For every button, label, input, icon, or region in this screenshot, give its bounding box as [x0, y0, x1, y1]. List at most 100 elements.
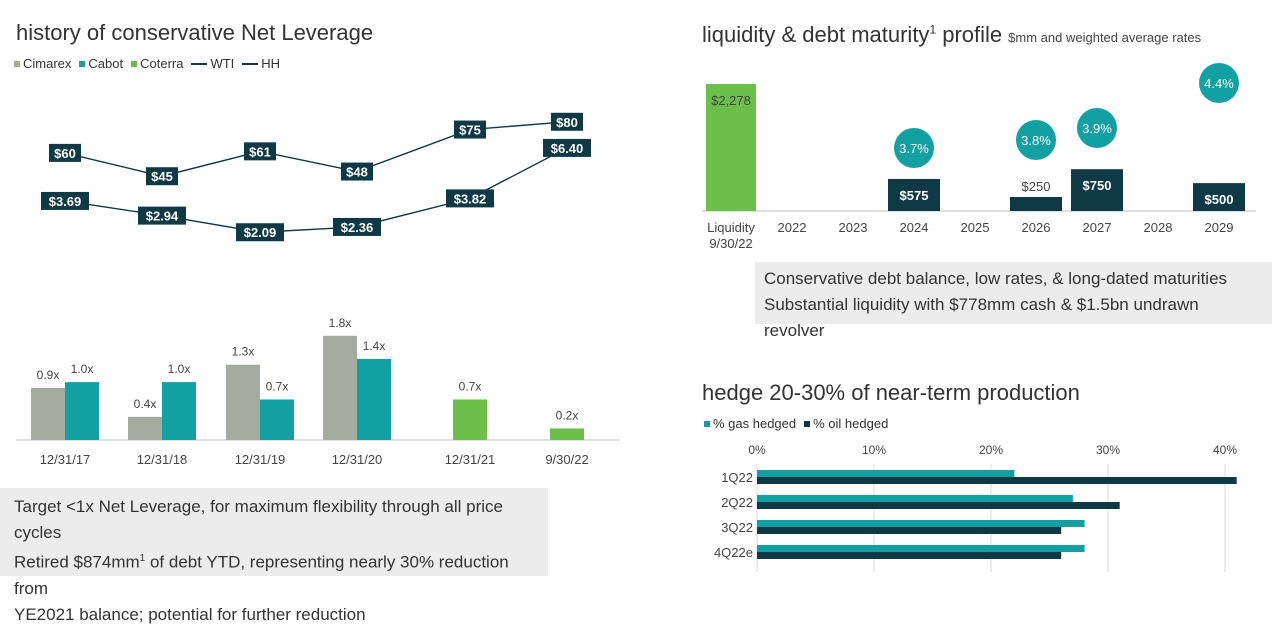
bar [706, 84, 756, 211]
bar [323, 335, 357, 440]
data-label: $60 [54, 146, 76, 161]
rate-label: 3.8% [1021, 133, 1051, 148]
legend-item: Cabot [79, 56, 123, 71]
x-tick-label: 12/31/21 [445, 452, 496, 467]
bar-value-label: $2,278 [711, 93, 751, 108]
bar [757, 470, 1015, 477]
bar-value-label: 1.0x [168, 362, 191, 376]
right-top-note-line-1: Conservative debt balance, low rates, & … [764, 269, 1228, 288]
legend-item: HH [242, 56, 280, 71]
bar [757, 520, 1085, 527]
legend-label: % oil hedged [813, 416, 889, 431]
legend-label: WTI [210, 56, 235, 71]
data-label-box [543, 138, 591, 157]
bar-value-label: 1.3x [232, 345, 255, 359]
x-tick-label: 2026 [1022, 220, 1051, 235]
legend-label: Cimarex [23, 56, 72, 71]
bar [1010, 197, 1062, 211]
right-top-subtitle: $mm and weighted average rates [1008, 30, 1202, 45]
x-tick-label: 9/30/22 [545, 452, 588, 467]
left-note-line-1: Target <1x Net Leverage, for maximum fle… [14, 497, 503, 542]
data-label: $3.82 [454, 191, 487, 206]
legend-item: % oil hedged [804, 416, 888, 431]
bar [226, 364, 260, 440]
bar-value-label: 1.8x [329, 316, 352, 330]
left-legend: Cimarex Cabot Coterra WTI HH [14, 56, 280, 71]
data-label: $61 [249, 144, 271, 159]
series-line-wti [64, 121, 568, 177]
legend-square-marker [704, 420, 710, 427]
rate-bubble [894, 128, 934, 168]
rate-label: 3.7% [899, 141, 929, 156]
bar-value-label: $750 [1083, 178, 1112, 193]
data-label: $45 [151, 169, 173, 184]
x-tick-label: 2027 [1083, 220, 1112, 235]
data-label-box [341, 162, 373, 181]
bar [550, 428, 584, 440]
data-label-box [551, 112, 583, 131]
hedge-legend: % gas hedged % oil hedged [704, 416, 888, 431]
bar [65, 382, 99, 440]
bar-value-label: 0.7x [266, 379, 289, 393]
bar-value-label: 1.0x [71, 362, 94, 376]
legend-item: % gas hedged [704, 416, 796, 431]
x-tick-label: 12/31/19 [235, 452, 286, 467]
bar-value-label: $500 [1205, 192, 1234, 207]
legend-label: Cabot [88, 56, 124, 71]
bar [757, 477, 1237, 484]
y-tick-label: 1Q22 [721, 470, 753, 485]
x-tick-label: 2023 [839, 220, 868, 235]
left-note-box: Target <1x Net Leverage, for maximum fle… [0, 488, 548, 624]
hedge-bar-chart: 0% 10% 20% 30% 40% 1Q22 2Q22 3Q22 4Q22e [714, 443, 1237, 572]
right-top-note-box: Conservative debt balance, low rates, & … [755, 262, 1272, 340]
bar [757, 502, 1120, 509]
bar [260, 399, 294, 440]
data-label-box [146, 167, 178, 186]
rate-bubble [1077, 108, 1117, 148]
rate-bubble [1016, 120, 1056, 160]
bar-value-label: 1.4x [363, 339, 386, 353]
data-label: $2.94 [146, 209, 179, 224]
bar [757, 545, 1085, 552]
legend-item: Cimarex [14, 56, 71, 71]
y-tick-label: 4Q22e [714, 545, 753, 560]
right-bottom-title: hedge 20-30% of near-term production [702, 380, 1080, 405]
x-tick-label: 20% [979, 443, 1003, 457]
legend-square-marker [804, 420, 811, 427]
price-line-chart: $60 $45 $61 $48 $75 $80 $3.69 $2.94 $2.09 $2.36 $3… [41, 112, 591, 242]
bar [453, 399, 487, 440]
legend-square-marker [14, 60, 20, 67]
x-tick-label: 2024 [900, 220, 929, 235]
data-label: $80 [556, 115, 578, 130]
rate-label: 3.9% [1082, 121, 1112, 136]
x-tick-label: 2029 [1205, 220, 1234, 235]
x-tick-label: 2022 [778, 220, 807, 235]
data-label: $2.36 [341, 220, 374, 235]
right-top-note-line-2: Substantial liquidity with $778mm cash &… [764, 295, 1199, 340]
bar-value-label: 0.7x [459, 379, 482, 393]
left-note-line-3: YE2021 balance; potential for further re… [14, 604, 366, 624]
bar [757, 495, 1073, 502]
data-label-box [49, 143, 81, 162]
leverage-bar-chart: 0.9x 1.0x 12/31/17 0.4x 1.0x 12/31/18 1.3x 0.7x… [16, 316, 620, 467]
legend-item: Coterra [131, 56, 183, 71]
bar-value-label: 0.9x [37, 368, 60, 382]
data-label-box [138, 206, 186, 225]
legend-line-marker [191, 62, 208, 65]
bar [162, 382, 196, 440]
data-label-box [333, 217, 381, 236]
x-tick-label: 12/31/18 [137, 452, 188, 467]
rate-label: 4.4% [1204, 76, 1234, 91]
bar [888, 178, 940, 211]
legend-square-marker [131, 60, 138, 67]
bar [757, 552, 1062, 559]
data-label: $48 [346, 165, 368, 180]
bar-value-label: $575 [900, 188, 929, 203]
x-tick-label: 2025 [961, 220, 990, 235]
bar [128, 416, 162, 440]
legend-square-marker [79, 60, 86, 67]
legend-line-marker [242, 62, 259, 65]
x-tick-label: 0% [748, 443, 766, 457]
y-tick-label: 2Q22 [721, 495, 753, 510]
